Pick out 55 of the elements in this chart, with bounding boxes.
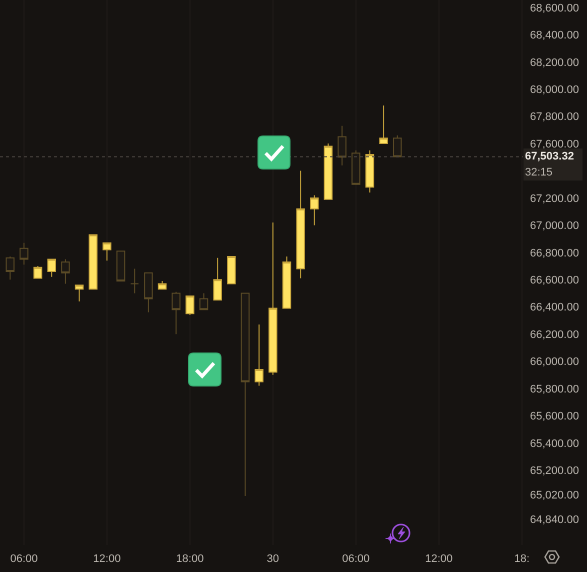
y-tick-label: 67,000.00 xyxy=(530,220,579,232)
candlestick xyxy=(116,250,126,282)
candlestick xyxy=(227,256,236,284)
x-tick-label: 18:00 xyxy=(176,553,204,565)
x-tick-label: 12:00 xyxy=(93,553,121,565)
candlestick xyxy=(144,272,153,313)
candlestick xyxy=(338,125,346,166)
candlestick xyxy=(254,324,264,386)
y-tick-label: 68,600.00 xyxy=(530,2,579,14)
y-tick-label: 66,800.00 xyxy=(530,247,579,260)
y-tick-label: 65,020.00 xyxy=(530,490,579,502)
y-tick-label: 68,000.00 xyxy=(530,84,579,96)
x-tick-label: 18: xyxy=(514,553,530,565)
y-tick-label: 66,600.00 xyxy=(530,274,579,286)
candlestick xyxy=(74,284,84,302)
candlestick xyxy=(102,242,112,262)
y-tick-label: 65,400.00 xyxy=(530,438,579,450)
y-tick-label: 67,600.00 xyxy=(530,138,579,150)
y-tick-label: 68,400.00 xyxy=(530,30,579,42)
candlestick xyxy=(310,194,319,226)
candlestick xyxy=(130,268,139,294)
candlestick xyxy=(268,222,278,376)
y-tick-label: 67,800.00 xyxy=(530,111,579,124)
candlestick xyxy=(47,258,56,278)
y-tick-label: 65,600.00 xyxy=(530,410,579,423)
candlestick xyxy=(393,134,402,158)
candlestick xyxy=(213,257,222,301)
x-tick-label: 06:00 xyxy=(10,553,38,565)
x-tick-label: 30 xyxy=(266,553,280,565)
candlestick xyxy=(172,291,180,335)
y-tick-label: 65,800.00 xyxy=(530,383,579,396)
candlestick xyxy=(88,234,98,290)
candlestick xyxy=(158,280,167,290)
candlestick xyxy=(6,256,15,280)
candlestick xyxy=(61,258,70,284)
y-tick-label: 66,400.00 xyxy=(530,302,579,314)
candlestick xyxy=(365,150,374,194)
candlestick xyxy=(33,266,42,279)
y-tick-label: 68,200.00 xyxy=(530,56,579,69)
candlestick xyxy=(199,292,208,310)
y-tick-label: 64,840.00 xyxy=(530,514,579,526)
candlestick xyxy=(296,170,305,279)
ref-line-label: 67,503.32 xyxy=(525,150,574,162)
text: 32:15 xyxy=(525,166,553,178)
candlestick xyxy=(240,292,250,497)
candlestick xyxy=(379,104,388,144)
y-tick-label: 65,200.00 xyxy=(530,465,579,478)
y-tick-label: 66,200.00 xyxy=(530,328,579,341)
candlestick xyxy=(186,295,194,316)
x-tick-label: 06:00 xyxy=(342,553,370,565)
candlestick xyxy=(324,143,333,200)
x-tick-label: 12:00 xyxy=(425,553,453,565)
y-tick-label: 67,200.00 xyxy=(530,192,579,205)
candlestick xyxy=(282,256,292,309)
y-tick-label: 66,000.00 xyxy=(530,356,579,368)
